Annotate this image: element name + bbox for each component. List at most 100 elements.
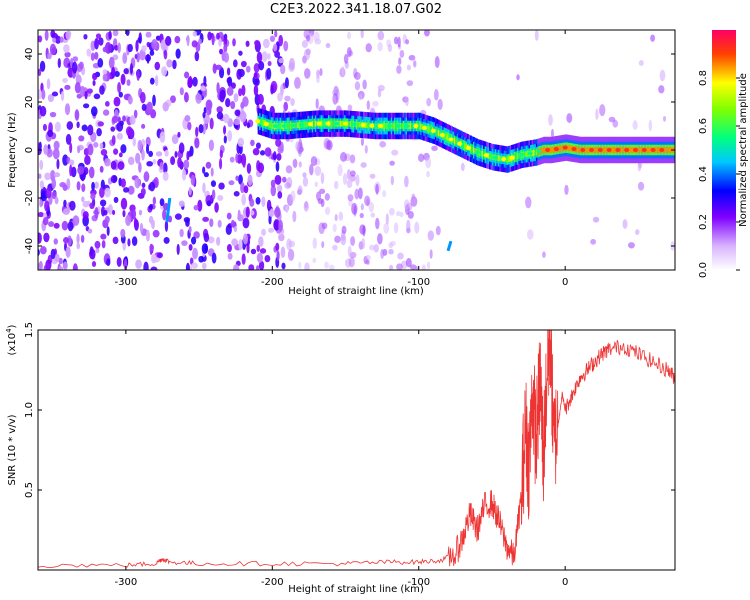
heatmap-noise-cell	[148, 150, 154, 158]
heatmap-noise-cell	[86, 88, 93, 94]
heatmap-ridge-peak	[351, 122, 357, 127]
heatmap-noise-cell	[316, 74, 320, 84]
heatmap-noise-cell	[146, 53, 150, 64]
heatmap-noise-cell	[312, 257, 317, 264]
heatmap-ridge-cell	[348, 120, 351, 127]
colorbar-ticks: 0.0 0.2 0.4 0.6 0.8	[698, 70, 740, 278]
heatmap-noise-cell	[235, 175, 239, 181]
heatmap-noise-cell	[434, 56, 440, 68]
heatmap-ridge-cell	[622, 147, 625, 153]
heatmap-noise-cell	[648, 119, 653, 132]
heatmap-ridge-cell	[462, 142, 465, 149]
heatmap-ridge-peak	[641, 148, 647, 152]
heatmap-noise-cell	[89, 202, 95, 210]
heatmap-noise-cell	[99, 85, 105, 95]
heatmap-noise-cell	[337, 164, 343, 177]
heatmap-noise-cell	[312, 237, 318, 249]
heatmap-noise-cell	[369, 244, 376, 251]
heatmap-noise-cell	[125, 214, 132, 226]
heatmap-noise-cell	[409, 264, 417, 270]
heatmap-noise-cell	[38, 68, 42, 77]
heatmap-ridge-peak	[290, 123, 296, 128]
heatmap-noise-cell	[223, 125, 227, 135]
heatmap-noise-cell	[135, 39, 139, 52]
heatmap-noise-cell	[370, 212, 376, 218]
heatmap-noise-cell	[159, 162, 164, 170]
heatmap-noise-cell	[140, 91, 146, 104]
heatmap-noise-cell	[125, 30, 130, 36]
heatmap-noise-cell	[398, 57, 402, 66]
heatmap-ridge-cell	[489, 153, 492, 160]
heatmap-noise-cell	[111, 66, 116, 79]
heatmap-noise-cell	[254, 78, 260, 86]
heatmap-noise-cell	[41, 89, 46, 100]
heatmap-noise-cell	[54, 253, 60, 262]
heatmap-noise-cell	[186, 34, 190, 47]
heatmap-noise-cell	[100, 148, 108, 156]
heatmap-noise-cell	[390, 175, 394, 186]
heatmap-noise-cell	[360, 162, 367, 168]
heatmap-noise-cell	[328, 264, 335, 270]
heatmap-ridge-peak	[509, 155, 515, 160]
heatmap-noise-cell	[127, 238, 131, 247]
heatmap-noise-cell	[181, 168, 187, 181]
heatmap-noise-cell	[122, 52, 128, 64]
heatmap-noise-cell	[113, 196, 119, 204]
heatmap-noise-cell	[198, 255, 205, 263]
heatmap-ridge-peak	[527, 151, 533, 156]
heatmap-noise-cell	[238, 238, 243, 251]
heatmap-noise-cell	[57, 58, 61, 69]
heatmap-noise-cell	[241, 253, 246, 265]
heatmap-noise-cell	[91, 181, 95, 191]
colorbar-tick-label: 0.0	[698, 262, 709, 278]
heatmap-noise-cell	[241, 193, 247, 206]
heatmap-noise-cell	[178, 142, 185, 154]
heatmap-noise-cell	[47, 93, 55, 103]
heatmap-noise-cell	[248, 264, 255, 270]
heatmap-noise-cell	[233, 190, 240, 197]
heatmap-noise-cell	[123, 68, 129, 75]
heatmap-noise-cell	[208, 139, 215, 152]
heatmap-ridge-cell	[525, 151, 528, 157]
heatmap-noise-cell	[50, 30, 56, 38]
heatmap-noise-cell	[90, 52, 95, 61]
heatmap-noise-cell	[237, 214, 244, 222]
heatmap-noise-cell	[135, 152, 141, 164]
heatmap-ridge-cell	[401, 123, 404, 129]
heatmap-ridge-peak	[378, 124, 384, 128]
heatmap-noise-cell	[111, 115, 119, 124]
heatmap-ridge-peak	[263, 122, 269, 127]
heatmap-noise-cell	[638, 60, 644, 66]
heatmap-noise-cell	[105, 101, 110, 107]
heatmap-noise-cell	[365, 254, 371, 261]
heatmap-noise-cell	[314, 165, 322, 177]
heatmap-ridge-cell	[443, 132, 446, 139]
heatmap-noise-cell	[103, 209, 108, 216]
heatmap-noise-cell	[176, 243, 180, 256]
heatmap-ridge-peak	[492, 155, 498, 160]
colorbar-tick-label: 0.8	[698, 70, 709, 86]
heatmap-noise-cell	[316, 191, 322, 201]
heatmap-noise-cell	[360, 203, 364, 211]
heatmap-ridge-cell	[341, 120, 344, 127]
heatmap-noise-cell	[94, 51, 99, 60]
heatmap-noise-cell	[139, 222, 144, 234]
heatmap-noise-cell	[426, 171, 430, 178]
heatmap-ridge-cell	[516, 153, 519, 160]
heatmap-noise-cell	[216, 106, 223, 114]
heatmap-noise-cell	[70, 166, 77, 178]
heatmap-noise-cell	[351, 202, 358, 215]
heatmap-noise-cell	[203, 232, 210, 243]
heatmap-noise-cell	[324, 206, 331, 215]
heatmap-noise-cell	[253, 84, 259, 97]
heatmap-noise-cell	[48, 221, 55, 228]
heatmap-ridge-cell	[631, 147, 634, 153]
heatmap-ridge-peak	[466, 146, 472, 151]
heatmap-noise-cell	[358, 94, 363, 101]
heatmap-noise-cell	[113, 96, 121, 107]
heatmap-noise-cell	[198, 38, 202, 45]
heatmap-ridge-cell	[480, 150, 483, 157]
heatmap-noise-cell	[346, 168, 351, 180]
heatmap-ridge-cell	[568, 145, 571, 151]
